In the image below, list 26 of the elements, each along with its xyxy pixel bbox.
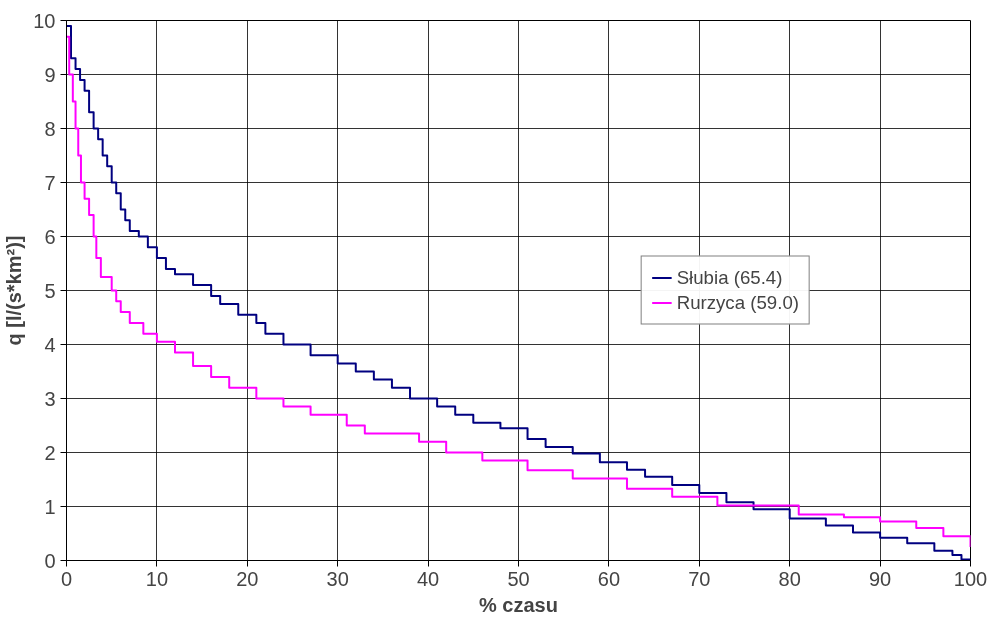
y-tick-label: 9	[44, 63, 56, 86]
x-axis-title: % czasu	[479, 593, 558, 616]
y-tick-label: 2	[44, 441, 56, 464]
x-tick-label: 70	[688, 567, 711, 590]
y-tick-label: 7	[44, 171, 56, 194]
y-tick-label: 3	[44, 387, 56, 410]
x-tick-label: 60	[597, 567, 621, 590]
y-tick-label: 5	[44, 279, 56, 302]
x-tick-label: 80	[778, 567, 801, 590]
y-tick-label: 1	[44, 495, 56, 518]
y-tick-label: 0	[44, 549, 56, 572]
legend-label: Rurzyca (59.0)	[676, 291, 799, 314]
y-tick-label: 6	[44, 225, 56, 248]
x-tick-label: 0	[60, 567, 73, 590]
y-tick-label: 10	[33, 9, 56, 32]
x-tick-label: 40	[416, 567, 440, 590]
x-tick-label: 50	[507, 567, 530, 590]
y-axis-title: q [l/(s*km²)]	[3, 235, 26, 346]
y-tick-label: 8	[44, 117, 56, 140]
x-tick-label: 20	[236, 567, 259, 590]
legend-label: Słubia (65.4)	[676, 266, 783, 289]
x-tick-label: 30	[326, 567, 349, 590]
y-tick-label: 4	[44, 333, 56, 356]
x-tick-label: 10	[145, 567, 169, 590]
x-tick-label: 90	[868, 567, 892, 590]
x-tick-label: 100	[953, 567, 988, 590]
